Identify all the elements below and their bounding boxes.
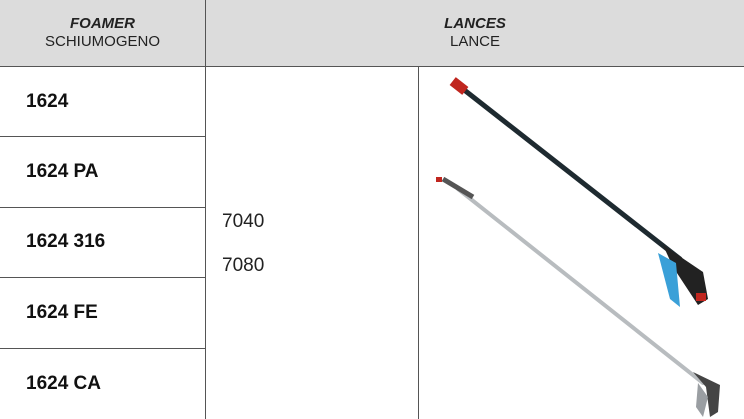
foamer-code: 1624 FE — [0, 278, 205, 349]
rule — [0, 66, 744, 67]
header-title: LANCES — [444, 15, 506, 32]
lance-code: 7040 — [222, 211, 265, 232]
foamer-code: 1624 316 — [0, 208, 205, 279]
lance-code: 7080 — [222, 255, 265, 276]
header-cell: FOAMER SCHIUMOGENO — [0, 0, 205, 66]
header-title: FOAMER — [70, 15, 135, 32]
header-cell: LANCES LANCE — [206, 0, 744, 66]
header-subtitle: SCHIUMOGENO — [44, 33, 160, 50]
rule — [418, 66, 419, 419]
foamer-code: 1624 PA — [0, 137, 205, 208]
foamer-code: 1624 CA — [26, 372, 101, 394]
lance-codes: 7040 7080 — [222, 200, 264, 288]
header-subtitle: LANCE — [449, 33, 501, 50]
lance-image — [436, 77, 720, 417]
rule — [205, 0, 206, 419]
foamer-code: 1624 — [0, 67, 205, 138]
